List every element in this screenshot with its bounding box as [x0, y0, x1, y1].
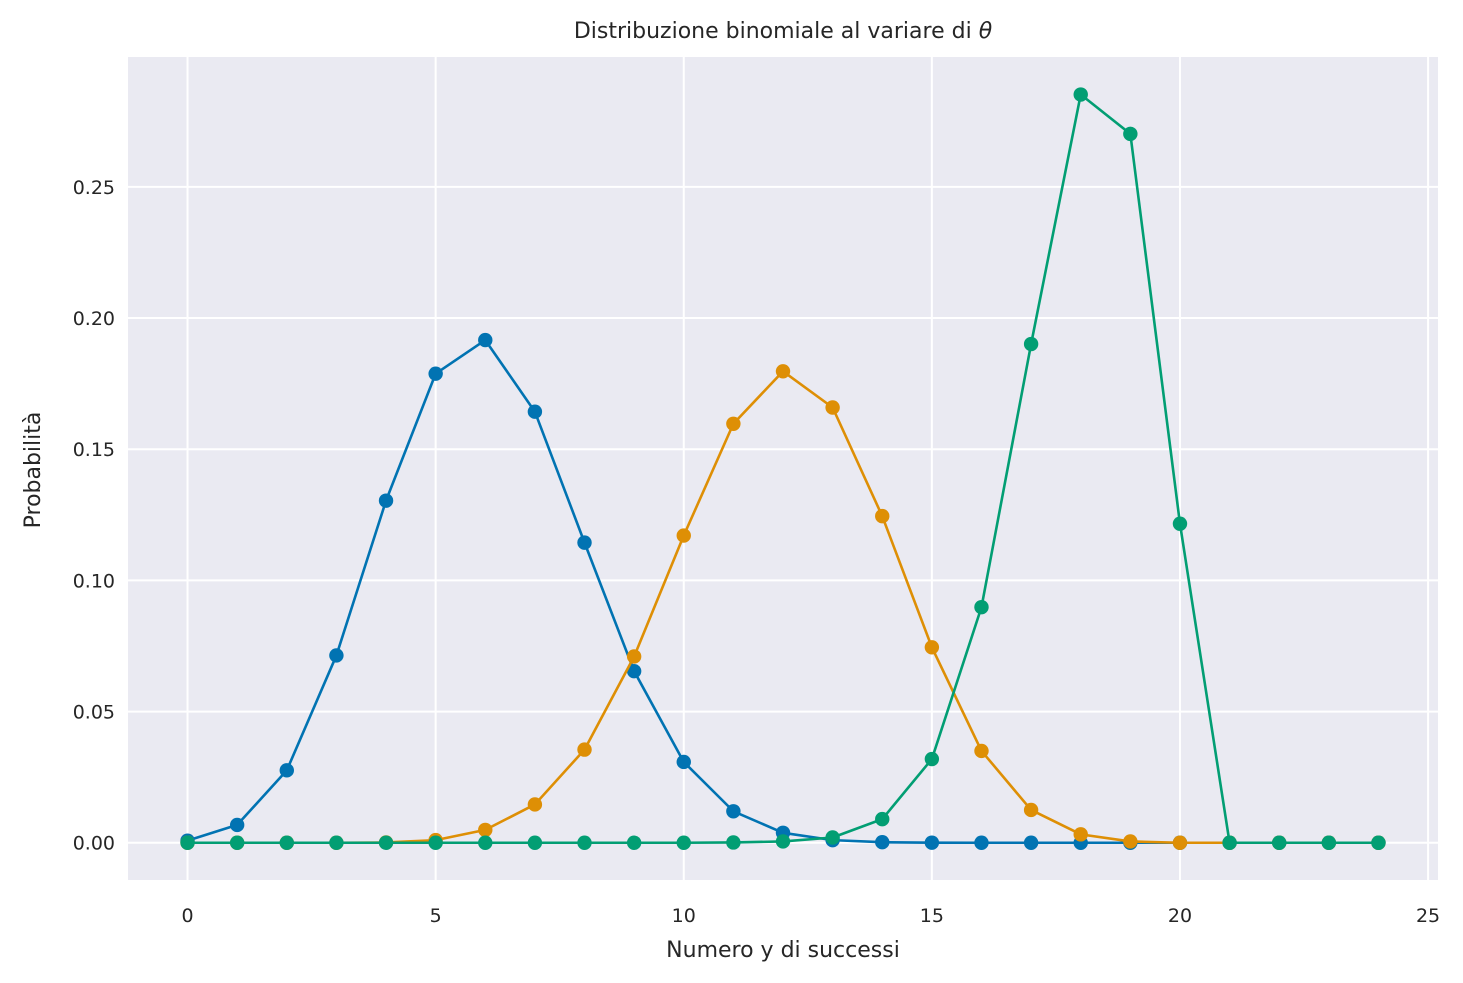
x-tick-label: 25 [1416, 905, 1440, 927]
data-point [527, 797, 543, 812]
data-point [577, 535, 592, 550]
y-axis-label: Probabilità [21, 412, 46, 529]
data-point [1123, 126, 1138, 142]
data-point [1023, 835, 1039, 850]
data-point [279, 763, 294, 778]
data-point [378, 493, 394, 508]
data-point [726, 835, 741, 850]
data-point [1073, 827, 1088, 842]
data-point [428, 366, 443, 381]
data-point [428, 835, 443, 850]
y-tick-label: 0.25 [73, 177, 115, 199]
series-3 [180, 87, 1386, 850]
data-point [577, 835, 592, 850]
data-point [329, 835, 344, 850]
y-tick-label: 0.05 [73, 702, 115, 724]
x-tick-label: 0 [181, 905, 193, 927]
data-point [825, 830, 840, 845]
data-point [1073, 87, 1088, 102]
data-point [577, 742, 592, 757]
data-point [527, 404, 543, 419]
data-point [279, 835, 294, 850]
data-point [875, 811, 890, 827]
data-point [676, 835, 691, 850]
data-point [626, 649, 642, 664]
data-point [974, 835, 989, 850]
data-point [1172, 516, 1188, 531]
x-axis-ticks: 0 5 10 15 20 25 [181, 905, 1440, 927]
y-tick-label: 0.10 [73, 570, 115, 592]
data-point [726, 804, 741, 819]
data-point [875, 508, 890, 524]
chart-title: Distribuzione binomiale al variare di θ [574, 19, 993, 44]
data-point [1321, 835, 1337, 850]
y-axis-ticks: 0.00 0.05 0.10 0.15 0.20 0.25 [73, 177, 115, 855]
x-axis-label: Numero y di successi [666, 938, 900, 963]
data-point [329, 648, 344, 663]
data-point [924, 640, 940, 655]
plot-background [128, 57, 1438, 880]
x-tick-label: 20 [1168, 905, 1192, 927]
data-point [626, 835, 642, 850]
data-point [775, 364, 791, 379]
data-point [1272, 835, 1287, 850]
data-point [1222, 835, 1237, 850]
data-point [875, 835, 890, 850]
data-point [1023, 336, 1039, 352]
data-point [726, 416, 741, 431]
y-tick-label: 0.15 [73, 439, 115, 461]
data-point [676, 528, 691, 543]
x-tick-label: 10 [672, 905, 696, 927]
data-point [229, 817, 245, 833]
data-point [1371, 835, 1386, 850]
data-point [527, 835, 543, 850]
data-point [478, 822, 493, 838]
data-point [378, 835, 394, 850]
series-layer [180, 87, 1386, 850]
y-tick-label: 0.20 [73, 308, 115, 330]
data-point [775, 834, 791, 849]
x-tick-label: 5 [430, 905, 442, 927]
data-point [1172, 835, 1188, 850]
data-point [229, 835, 245, 850]
data-point [478, 835, 493, 850]
theta-symbol: θ [979, 19, 993, 44]
data-point [825, 400, 840, 415]
data-point [1123, 834, 1138, 849]
data-point [626, 663, 642, 679]
data-point [1023, 802, 1039, 818]
data-point [924, 835, 940, 850]
data-point [924, 751, 940, 767]
data-point [180, 835, 195, 850]
x-tick-label: 15 [920, 905, 944, 927]
data-point [974, 743, 989, 759]
data-point [676, 754, 691, 770]
y-tick-label: 0.00 [73, 833, 115, 855]
data-point [974, 599, 989, 615]
data-point [478, 332, 493, 348]
